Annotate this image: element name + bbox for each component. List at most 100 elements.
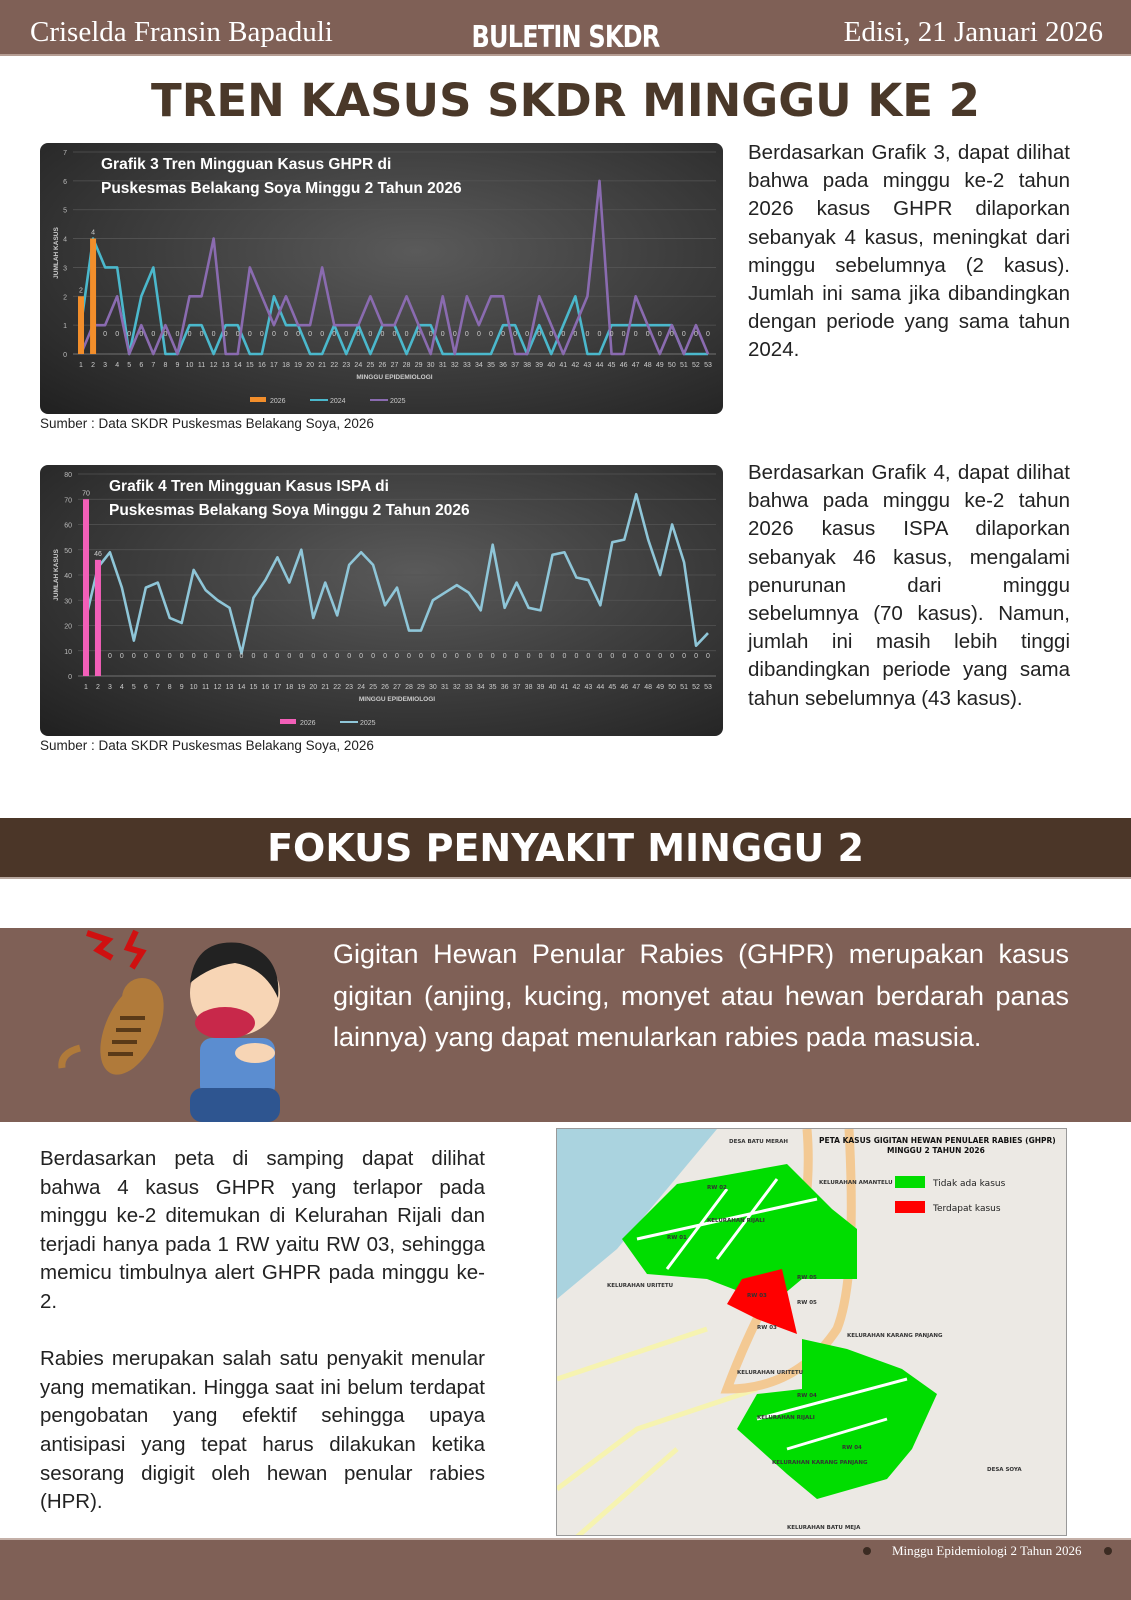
x-tick-label: 32 — [451, 362, 459, 369]
x-tick-label: 3 — [103, 362, 107, 369]
data-label: 0 — [598, 331, 602, 338]
section-title-trend: TREN KASUS SKDR MINGGU KE 2 — [151, 74, 980, 127]
x-tick-label: 2 — [96, 684, 100, 691]
data-label: 0 — [308, 331, 312, 338]
data-label: 0 — [335, 653, 339, 660]
data-label: 0 — [296, 331, 300, 338]
x-tick-label: 4 — [120, 684, 124, 691]
data-label: 0 — [139, 331, 143, 338]
y-tick-label: 0 — [63, 352, 67, 359]
x-tick-label: 36 — [501, 684, 509, 691]
x-tick-label: 39 — [535, 362, 543, 369]
x-tick-label: 50 — [668, 362, 676, 369]
data-label: 0 — [551, 653, 555, 660]
line-series-2025 — [84, 492, 709, 655]
data-label: 0 — [200, 331, 204, 338]
chart3-source: Sumber : Data SKDR Puskesmas Belakang So… — [40, 416, 374, 431]
legend-swatch-no-case — [895, 1176, 925, 1188]
ghpr-case-map: PETA KASUS GIGITAN HEWAN PENULAER RABIES… — [556, 1128, 1067, 1536]
label-amantelu: KELURAHAN AMANTELU — [819, 1180, 893, 1186]
chart-title-line1: Grafik 4 Tren Mingguan Kasus ISPA di — [109, 478, 389, 495]
data-label: 0 — [299, 653, 303, 660]
x-tick-label: 18 — [282, 362, 290, 369]
data-label: 0 — [344, 331, 348, 338]
data-label: 0 — [275, 653, 279, 660]
data-label: 0 — [574, 653, 578, 660]
x-tick-label: 32 — [453, 684, 461, 691]
data-label: 0 — [323, 653, 327, 660]
x-tick-label: 33 — [463, 362, 471, 369]
x-tick-label: 29 — [417, 684, 425, 691]
data-label: 0 — [260, 331, 264, 338]
legend-swatch-case — [895, 1201, 925, 1213]
label-batu-meja: KELURAHAN BATU MEJA — [787, 1525, 861, 1531]
label-rw03-b: RW 03 — [757, 1325, 777, 1331]
data-label: 0 — [115, 331, 119, 338]
data-label: 0 — [479, 653, 483, 660]
x-tick-label: 16 — [262, 684, 270, 691]
data-label: 0 — [694, 331, 698, 338]
x-tick-label: 27 — [391, 362, 399, 369]
x-tick-label: 49 — [656, 362, 664, 369]
x-tick-label: 45 — [608, 684, 616, 691]
label-desa-soya: DESA SOYA — [987, 1467, 1022, 1473]
x-tick-label: 15 — [246, 362, 254, 369]
x-tick-label: 34 — [477, 684, 485, 691]
y-tick-label: 40 — [64, 573, 72, 580]
chart4-source: Sumber : Data SKDR Puskesmas Belakang So… — [40, 738, 374, 753]
x-tick-label: 46 — [620, 362, 628, 369]
x-tick-label: 14 — [238, 684, 246, 691]
label-rw05-b: RW 05 — [797, 1300, 817, 1306]
ghpr-trend-chart: 0 1 2 3 4 5 6 7 1 2 3 4 5 6 7 8 9 10 11 12 13 14 15 16 17 18 19 20 2… — [40, 143, 723, 414]
data-label: 0 — [284, 331, 288, 338]
data-label: 0 — [622, 331, 626, 338]
focus-section-bar: FOKUS PENYAKIT MINGGU 2 — [0, 818, 1131, 879]
x-tick-label: 44 — [596, 362, 604, 369]
definition-panel: Gigitan Hewan Penular Rabies (GHPR) meru… — [0, 928, 1131, 1122]
x-tick-label: 8 — [163, 362, 167, 369]
y-axis-label: JUMLAH KASUS — [53, 549, 60, 601]
data-label: 0 — [151, 331, 155, 338]
x-tick-label: 45 — [608, 362, 616, 369]
data-label: 0 — [163, 331, 167, 338]
area-no-case-north — [622, 1164, 857, 1304]
y-tick-label: 5 — [63, 208, 67, 215]
data-label: 0 — [503, 653, 507, 660]
chart4-description: Berdasarkan Grafik 4, dapat dilihat bahw… — [748, 461, 1070, 710]
x-tick-label: 24 — [357, 684, 365, 691]
data-label: 0 — [236, 331, 240, 338]
label-uritetu: KELURAHAN URITETU — [607, 1283, 673, 1289]
data-label: 0 — [706, 331, 710, 338]
x-tick-label: 3 — [108, 684, 112, 691]
x-tick-label: 22 — [330, 362, 338, 369]
data-label: 0 — [455, 653, 459, 660]
data-label: 0 — [383, 653, 387, 660]
data-label: 0 — [180, 653, 184, 660]
footer-text: Minggu Epidemiologi 2 Tahun 2026 — [892, 1543, 1082, 1558]
x-tick-label: 44 — [596, 684, 604, 691]
y-tick-label: 20 — [64, 624, 72, 631]
author-name: Criselda Fransin Bapaduli — [30, 16, 333, 48]
x-tick-label: 1 — [84, 684, 88, 691]
data-label: 0 — [405, 331, 409, 338]
data-label: 0 — [658, 331, 662, 338]
x-tick-label: 11 — [202, 684, 209, 691]
y-tick-label: 4 — [63, 237, 67, 244]
y-tick-label: 60 — [64, 523, 72, 530]
data-label: 0 — [561, 331, 565, 338]
y-tick-label: 3 — [63, 265, 67, 272]
data-label: 0 — [441, 331, 445, 338]
y-tick-label: 80 — [64, 472, 72, 479]
map-explanation: Berdasarkan peta di samping dapat diliha… — [40, 1145, 485, 1545]
y-tick-label: 2 — [63, 294, 67, 301]
data-label: 0 — [240, 653, 244, 660]
x-tick-label: 19 — [297, 684, 305, 691]
data-label: 0 — [371, 653, 375, 660]
x-tick-label: 43 — [584, 362, 592, 369]
label-rw02: RW 02 — [707, 1185, 727, 1191]
bar-2026 — [83, 499, 89, 676]
data-label: 0 — [204, 653, 208, 660]
chart3-description: Berdasarkan Grafik 3, dapat dilihat bahw… — [748, 141, 1070, 362]
street-lines — [636, 1178, 908, 1451]
